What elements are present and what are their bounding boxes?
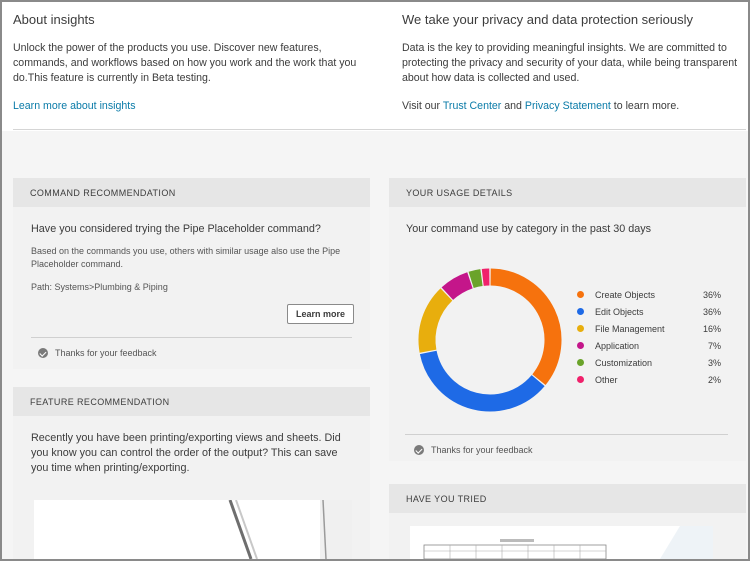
legend-value: 2% <box>707 374 721 385</box>
privacy-section: We take your privacy and data protection… <box>402 12 746 114</box>
legend-label: File Management <box>595 323 665 334</box>
have-you-tried-image <box>410 526 713 559</box>
feature-description: Recently you have been printing/exportin… <box>31 432 341 474</box>
legend-item-application: Application 7% <box>577 337 721 354</box>
chart-legend: Create Objects 36% Edit Objects 36% File Man… <box>577 286 721 388</box>
usage-subtitle: Your command use by category in the past… <box>406 223 652 235</box>
legend-label: Customization <box>595 357 653 368</box>
usage-feedback: Thanks for your feedback <box>414 445 533 455</box>
legend-label: Edit Objects <box>595 306 644 317</box>
feature-recommendation-header: FEATURE RECOMMENDATION <box>13 387 370 416</box>
donut-slice-create-objects <box>490 268 562 386</box>
card-divider <box>405 434 728 435</box>
usage-donut-chart <box>418 268 562 412</box>
command-feedback: Thanks for your feedback <box>38 348 157 358</box>
check-circle-icon <box>38 348 48 358</box>
feature-preview-image <box>34 500 352 559</box>
legend-item-file-management: File Management 16% <box>577 320 721 337</box>
legend-item-edit-objects: Edit Objects 36% <box>577 303 721 320</box>
donut-slice-file-management <box>418 288 453 353</box>
learn-more-button[interactable]: Learn more <box>287 304 355 324</box>
legend-swatch <box>577 342 584 349</box>
about-body: Unlock the power of the products you use… <box>13 42 357 84</box>
learn-more-insights-link[interactable]: Learn more about insights <box>13 100 136 112</box>
legend-label: Application <box>595 340 640 351</box>
privacy-visit-line: Visit our Trust Center and Privacy State… <box>402 99 746 114</box>
command-question: Have you considered trying the Pipe Plac… <box>31 223 321 235</box>
usage-details-header: YOUR USAGE DETAILS <box>389 178 746 207</box>
legend-value: 3% <box>707 357 721 368</box>
command-recommendation-card: COMMAND RECOMMENDATION Have you consider… <box>13 178 370 369</box>
legend-swatch <box>577 308 584 315</box>
check-circle-icon <box>414 445 424 455</box>
legend-label: Other <box>595 374 618 385</box>
and-text: and <box>501 100 525 112</box>
visit-prefix: Visit our <box>402 100 443 112</box>
feedback-text: Thanks for your feedback <box>55 348 157 358</box>
donut-slice-customization <box>468 269 483 289</box>
legend-swatch <box>577 376 584 383</box>
legend-item-other: Other 2% <box>577 371 721 388</box>
donut-slice-application <box>441 272 474 301</box>
divider <box>13 129 746 130</box>
trust-center-link[interactable]: Trust Center <box>442 100 502 112</box>
donut-slice-edit-objects <box>419 350 545 412</box>
legend-swatch <box>577 291 584 298</box>
feedback-text: Thanks for your feedback <box>431 445 533 455</box>
legend-label: Create Objects <box>595 289 656 300</box>
about-insights: About insights Unlock the power of the p… <box>13 12 363 114</box>
legend-value: 36% <box>702 306 721 317</box>
have-you-tried-header: HAVE YOU TRIED <box>389 484 746 513</box>
legend-item-customization: Customization 3% <box>577 354 721 371</box>
about-title: About insights <box>13 12 95 27</box>
have-you-tried-card: HAVE YOU TRIED <box>389 484 746 559</box>
insights-intro: About insights Unlock the power of the p… <box>2 2 748 132</box>
legend-item-create-objects: Create Objects 36% <box>577 286 721 303</box>
usage-details-card: YOUR USAGE DETAILS Your command use by c… <box>389 178 746 461</box>
command-path: Path: Systems>Plumbing & Piping <box>31 282 168 292</box>
legend-swatch <box>577 359 584 366</box>
legend-swatch <box>577 325 584 332</box>
command-recommendation-header: COMMAND RECOMMENDATION <box>13 178 370 207</box>
legend-value: 16% <box>702 323 721 334</box>
feature-recommendation-card: FEATURE RECOMMENDATION Recently you have… <box>13 387 370 559</box>
privacy-body: Data is the key to providing meaningful … <box>402 42 738 84</box>
card-divider <box>31 337 352 338</box>
legend-value: 7% <box>707 340 721 351</box>
privacy-title: We take your privacy and data protection… <box>402 12 693 27</box>
command-description: Based on the commands you use, others wi… <box>31 246 341 269</box>
legend-value: 36% <box>702 289 721 300</box>
privacy-statement-link[interactable]: Privacy Statement <box>524 100 611 112</box>
visit-suffix: to learn more. <box>610 100 680 112</box>
